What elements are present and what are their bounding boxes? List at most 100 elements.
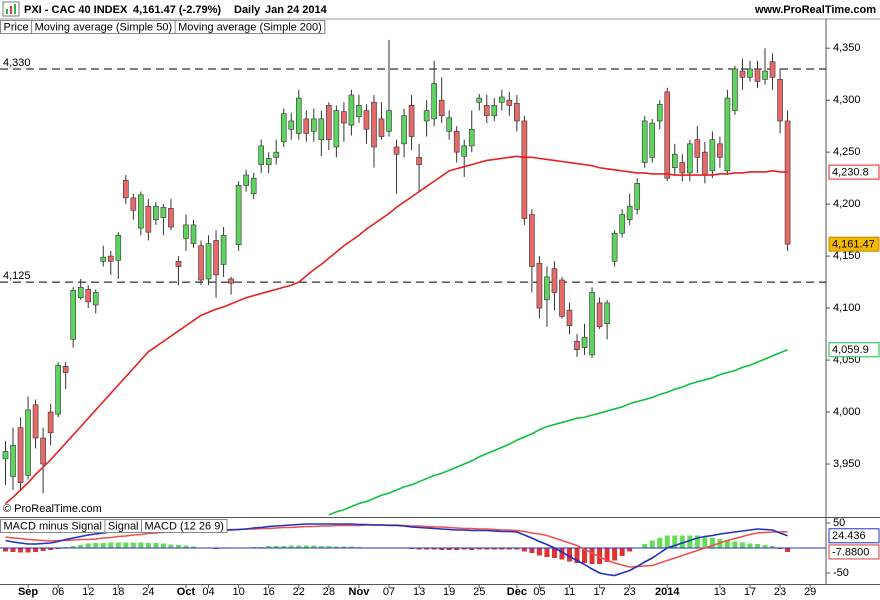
histogram-bar [311,545,317,548]
histogram-bar [296,545,302,548]
histogram-bar [18,548,24,553]
histogram-bar [559,548,565,560]
candle-body [40,437,46,465]
app-icon [2,1,20,17]
histogram-bar [484,548,490,550]
histogram-bar [679,535,685,548]
date: Jan 24 2014 [265,4,328,16]
candle-body [529,214,535,267]
histogram-bar [597,548,603,564]
candle-body [55,364,61,415]
candle-body [611,232,618,262]
histogram-bar [491,548,497,550]
x-tick-label: 10 [232,586,244,598]
candle-body [431,83,437,120]
histogram-bar [93,543,99,548]
histogram-bar [288,545,294,548]
histogram-bar [416,548,422,550]
candle-body [739,70,746,78]
x-tick-label: Oct [177,586,196,598]
histogram-bar [130,542,136,548]
histogram-bar [582,548,588,563]
last-value-box [828,236,880,252]
histogram-bar [108,542,114,548]
candle-body [762,70,768,80]
candle-body [85,289,92,303]
candle-body [717,143,723,158]
candle-body [145,205,152,233]
y-tick-label: 4,350 [833,42,861,54]
y-tick-label: 50 [833,517,845,529]
x-tick-label: 06 [52,586,64,598]
candle-body [250,177,257,195]
candle-body [656,104,663,122]
candle-body [130,197,137,211]
quote: 4,161.47 (-2.79%) [133,4,221,16]
x-tick-label: 12 [82,586,94,598]
last-value-box [828,342,880,358]
histogram-bar [303,545,309,548]
candle-body [581,336,588,348]
candle-body [2,451,9,460]
x-tick-label: 28 [323,586,335,598]
histogram-bar [529,548,535,553]
histogram-bar [85,543,91,548]
histogram-bar [454,548,460,550]
histogram-bar [604,548,610,562]
y-tick-label: 4,200 [833,198,861,210]
candle-body [92,292,99,306]
last-value-box [828,544,880,560]
histogram-bar [551,548,557,558]
candle-body [589,292,595,356]
x-tick-label: 11 [564,586,575,598]
candle-body [303,118,310,134]
histogram-bar [273,546,279,548]
histogram-bar [25,548,31,553]
histogram-bar [499,548,505,550]
candle-body [70,290,76,340]
histogram-bar [145,543,151,548]
x-tick-label: 22 [293,586,305,598]
candle-body [709,139,716,172]
histogram-bar [574,548,580,563]
candle-body [160,206,167,218]
histogram-bar [3,548,8,552]
histogram-bar [589,548,595,564]
histogram-bar [318,546,324,548]
histogram-bar [175,545,181,548]
candle-body [356,105,362,118]
candle-body [641,120,648,163]
x-tick-label: 19 [443,586,455,598]
y-tick-label: 4,150 [833,250,861,262]
candle-body [694,139,701,158]
candle-body [521,120,528,219]
x-tick-label: 13 [413,586,425,598]
histogram-bar [476,548,482,550]
level-label: 4,125 [3,270,31,282]
histogram-bar [266,546,272,548]
candle-body [604,302,610,324]
candle-body [273,151,280,158]
candle-body [784,120,791,245]
histogram-bar [739,542,745,548]
histogram-bar [424,548,430,550]
y-tick-label: 4,250 [833,146,861,158]
candle-body [544,276,550,301]
histogram-bar [709,538,715,548]
candle-body [47,411,54,434]
histogram-bar [469,548,475,550]
candle-body [408,105,415,137]
histogram-bar [672,535,678,548]
x-tick-label: Sep [18,586,38,598]
histogram-bar [48,548,54,550]
candle-body [341,111,347,124]
candle-body [213,240,219,276]
histogram-bar [506,548,512,550]
y-tick-label: 3,950 [833,458,861,470]
candle-body [138,194,144,229]
candle-body [747,68,753,78]
plot-layer: 3,9504,0004,0504,1004,1504,2004,2504,300… [0,20,880,598]
x-tick-label: Nov [349,586,371,598]
candle-body [393,146,400,155]
candle-body [62,365,69,373]
